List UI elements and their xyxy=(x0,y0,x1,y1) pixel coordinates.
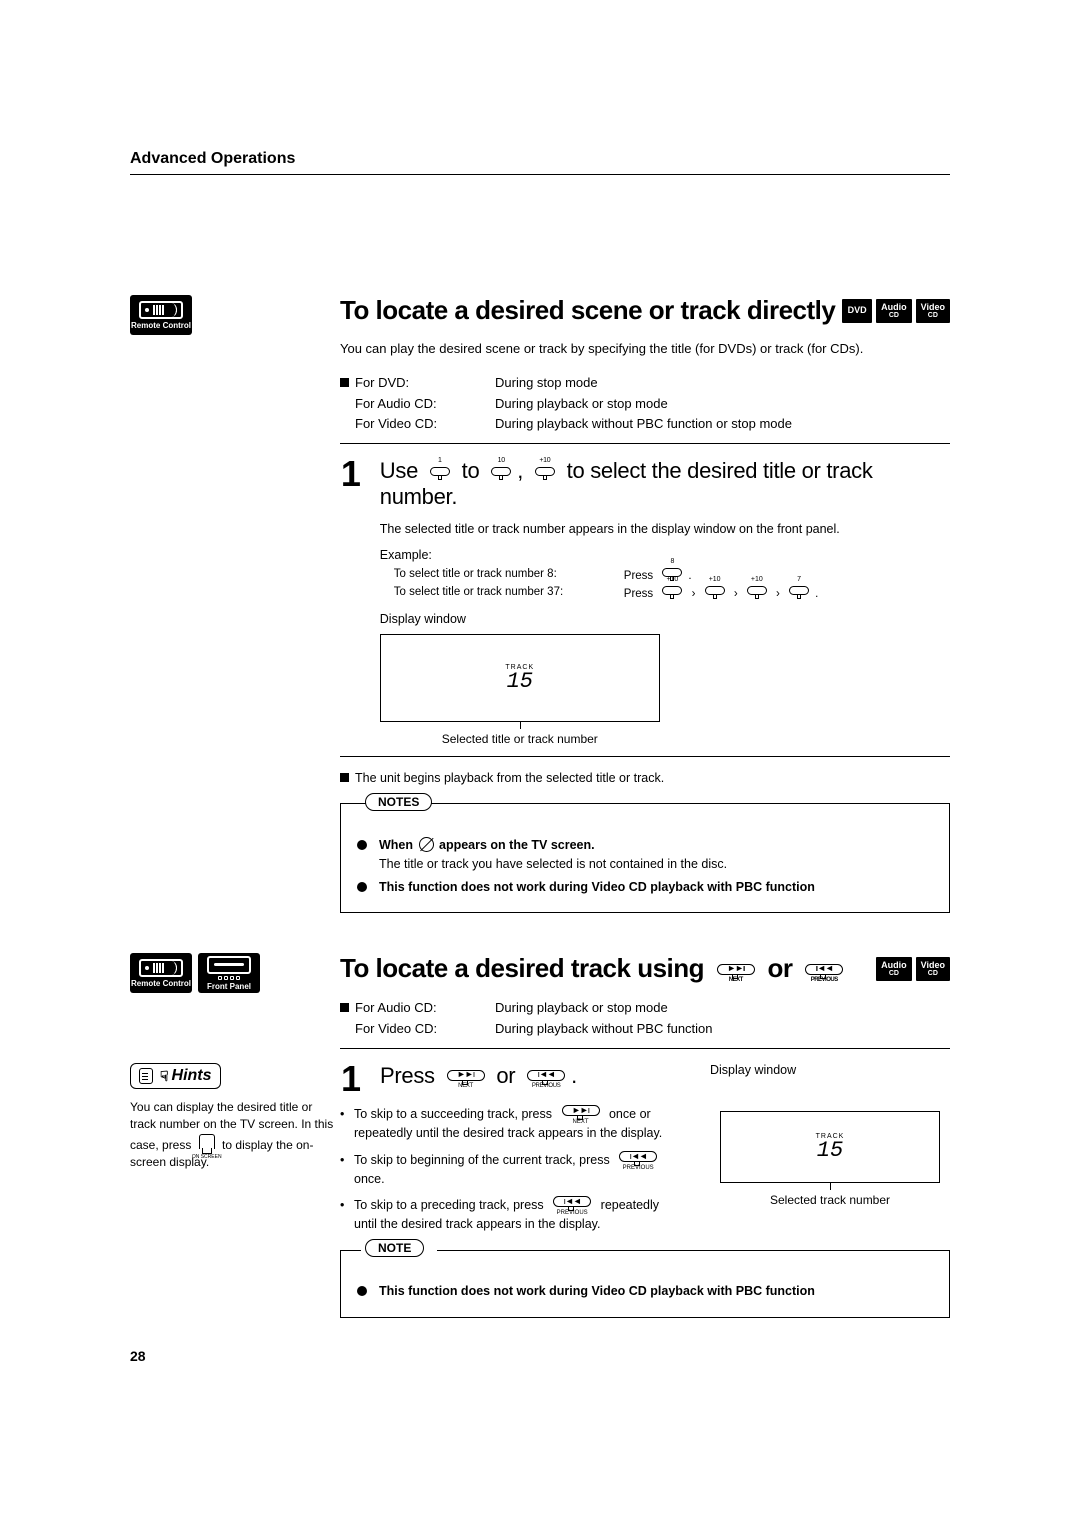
display-caption-2: Selected track number xyxy=(710,1193,950,1207)
next-key-li1-icon: ►►ıNEXT xyxy=(558,1105,604,1120)
prohibit-icon xyxy=(419,837,434,852)
display-window-2: TRACK 15 xyxy=(720,1111,940,1183)
section2-title: To locate a desired track using ►►ıNEXT … xyxy=(340,953,876,984)
remote-control-icon: Remote Control xyxy=(130,295,192,335)
next-key-title-icon: ►►ıNEXT xyxy=(713,964,759,979)
example-row-2-value: Press +10 › +10 › +10 › 7. xyxy=(624,586,819,600)
front-panel-icon: Front Panel xyxy=(198,953,260,993)
unit-begins-text: The unit begins playback from the select… xyxy=(340,771,950,785)
page-number: 28 xyxy=(130,1348,950,1364)
step-1b-title: Press ►►ıNEXT or ı◄◄PREVIOUS. xyxy=(380,1063,577,1089)
notes-box-1: NOTES When appears on the TV screen. The… xyxy=(340,803,950,913)
key-10-icon: 10 xyxy=(487,467,515,480)
key-plus10-b-icon: +10 xyxy=(701,586,729,599)
prev-key-step-icon: ı◄◄PREVIOUS xyxy=(523,1070,569,1085)
prev-key-li2-icon: ı◄◄PREVIOUS xyxy=(615,1151,661,1166)
hints-text: You can display the desired title or tra… xyxy=(130,1099,340,1172)
key-plus10-a-icon: +10 xyxy=(658,586,686,599)
on-screen-key-icon: ON SCREEN xyxy=(198,1134,216,1154)
badge-audio-cd-2: AudioCD xyxy=(876,957,912,981)
section1-title: To locate a desired scene or track direc… xyxy=(340,295,842,326)
remote-control-label: Remote Control xyxy=(131,321,191,330)
prev-key-li3-icon: ı◄◄PREVIOUS xyxy=(549,1196,595,1211)
hints-box: ☟ Hints xyxy=(130,1063,221,1089)
remote-control-icon-2: Remote Control xyxy=(130,953,192,993)
key-plus10-icon: +10 xyxy=(531,467,559,480)
section-header: Advanced Operations xyxy=(130,150,950,175)
example-row-1-label: To select title or track number 8: xyxy=(394,568,624,582)
badge-dvd: DVD xyxy=(842,299,872,323)
hints-hand-icon: ☟ xyxy=(160,1068,169,1085)
display-track-number-2: 15 xyxy=(816,1140,845,1162)
section1-intro: You can play the desired scene or track … xyxy=(340,340,950,359)
badge-video-cd-2: VideoCD xyxy=(916,957,950,981)
display-window-label-1: Display window xyxy=(380,612,950,626)
skip-instructions: To skip to a succeeding track, press ►►ı… xyxy=(340,1105,680,1234)
step-1-title: Use 1 to 10, +10 to select the desired t… xyxy=(380,458,950,510)
next-key-step-icon: ►►ıNEXT xyxy=(443,1070,489,1085)
note-tag-2: NOTE xyxy=(365,1239,424,1257)
notes-tag-1: NOTES xyxy=(365,793,432,811)
badge-audio-cd: AudioCD xyxy=(876,299,912,323)
display-window-label-2: Display window xyxy=(710,1063,950,1077)
key-7-icon: 7 xyxy=(785,586,813,599)
example-row-2-label: To select title or track number 37: xyxy=(394,586,624,600)
mode-table-2: For Audio CD:During playback or stop mod… xyxy=(340,998,950,1040)
hints-label: Hints xyxy=(172,1067,212,1085)
hints-page-icon xyxy=(139,1068,155,1084)
display-caption-1: Selected title or track number xyxy=(380,732,660,746)
step-1-number: 1 xyxy=(340,458,362,490)
badge-video-cd: VideoCD xyxy=(916,299,950,323)
display-window-1: TRACK 15 xyxy=(380,634,660,722)
step-1b-number: 1 xyxy=(340,1063,362,1095)
mode-table-1: For DVD:During stop mode For Audio CD:Du… xyxy=(340,373,950,435)
note-box-2: NOTE This function does not work during … xyxy=(340,1250,950,1318)
prev-key-title-icon: ı◄◄PREVIOUS xyxy=(801,964,847,979)
key-1-icon: 1 xyxy=(426,467,454,480)
display-track-number: 15 xyxy=(505,671,534,693)
key-plus10-c-icon: +10 xyxy=(743,586,771,599)
selected-appears-text: The selected title or track number appea… xyxy=(380,522,950,536)
